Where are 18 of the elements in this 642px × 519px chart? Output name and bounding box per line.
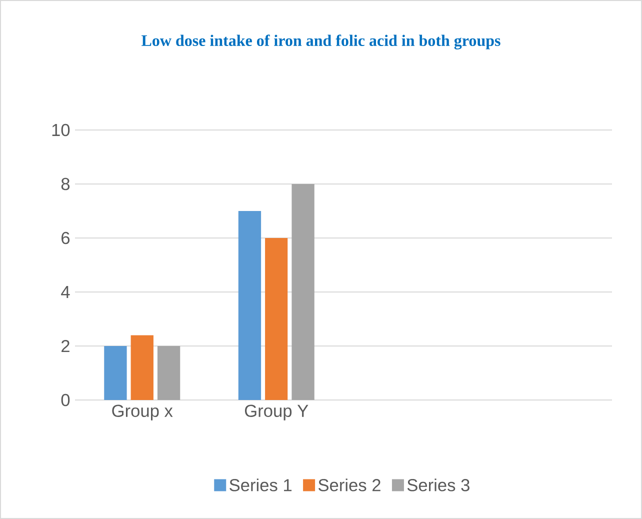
x-tick-label: Group x <box>112 404 173 420</box>
y-tick-label: 6 <box>62 232 70 244</box>
y-tick-label: 8 <box>61 178 70 190</box>
bar <box>238 211 262 400</box>
y-tick-label: 4 <box>61 286 70 298</box>
y-tick-label: 10 <box>52 124 70 136</box>
legend-label: Series 3 <box>407 478 470 492</box>
legend-label: Series 2 <box>318 478 380 492</box>
legend-label: Series 1 <box>230 478 292 492</box>
y-tick-label: 0 <box>61 394 70 406</box>
chart-title: Low dose intake of iron and folic acid in both groups <box>142 34 500 50</box>
bar <box>292 184 314 400</box>
x-tick-label: Group Y <box>244 404 308 420</box>
y-tick-label: 2 <box>62 340 70 352</box>
bar <box>104 346 127 400</box>
bar <box>130 335 154 400</box>
bar <box>265 238 288 400</box>
bar <box>157 346 180 400</box>
